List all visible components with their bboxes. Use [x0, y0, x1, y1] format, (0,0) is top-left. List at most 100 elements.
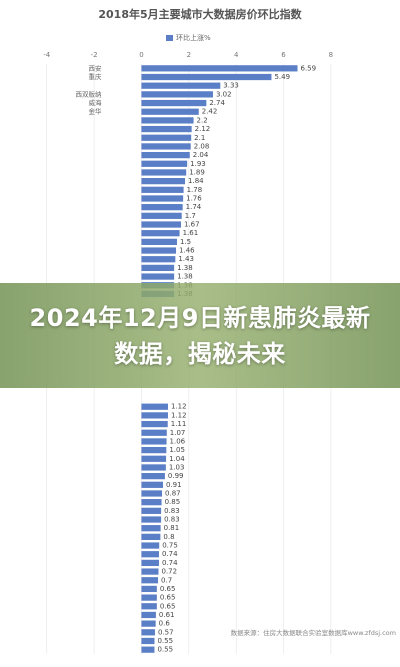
value-label: 1.89	[189, 168, 205, 176]
bar	[141, 559, 159, 567]
bar	[141, 481, 164, 488]
value-label: 0.83	[164, 516, 180, 524]
value-label: 1.06	[170, 437, 186, 445]
bar	[141, 464, 166, 471]
bar	[141, 446, 167, 454]
x-tick-label: 6	[281, 51, 286, 59]
bar	[141, 577, 159, 584]
bar	[141, 637, 155, 645]
headline[interactable]: 2024年12月9日新患肺炎最新数据，揭秘未来	[29, 303, 371, 368]
bar	[141, 108, 199, 115]
value-label: 0.91	[166, 481, 182, 489]
value-label: 1.11	[171, 420, 187, 428]
bar	[141, 91, 213, 98]
value-label: 1.04	[169, 455, 185, 463]
bar	[141, 412, 168, 419]
value-label: 1.43	[178, 255, 194, 263]
value-label: 0.7	[161, 576, 172, 584]
bar	[141, 143, 191, 150]
value-label: 6.59	[301, 64, 317, 72]
x-tick-label: -2	[91, 51, 98, 59]
legend-label: 环比上涨%	[176, 33, 211, 42]
bar	[141, 151, 190, 159]
value-label: 2.1	[194, 134, 205, 142]
bar	[141, 256, 176, 263]
y-tick-label: 西双版纳	[75, 89, 101, 98]
value-label: 1.84	[188, 177, 204, 185]
x-tick-label: 0	[139, 51, 143, 59]
bar	[141, 169, 187, 176]
bar	[141, 238, 177, 245]
bar	[141, 473, 165, 480]
value-label: 1.12	[171, 403, 187, 411]
value-label: 1.74	[186, 203, 202, 211]
value-label: 1.61	[183, 229, 199, 237]
bar	[141, 134, 192, 141]
bar	[141, 533, 161, 540]
bar	[141, 186, 184, 193]
bar	[141, 82, 221, 89]
value-label: 2.08	[194, 142, 210, 150]
bar	[141, 646, 155, 653]
bar	[141, 629, 155, 636]
value-label: 0.72	[162, 568, 178, 576]
source-note: 数据来源：住房大数据联合实验室数据库www.zfdsj.com	[231, 628, 396, 637]
value-label: 2.42	[202, 108, 218, 116]
value-label: 0.75	[162, 542, 178, 550]
value-label: 2.2	[197, 116, 208, 124]
y-tick-label: 重庆	[88, 72, 102, 81]
y-tick-label: 威海	[88, 98, 102, 107]
bar	[141, 195, 184, 202]
value-label: 1.46	[179, 247, 195, 255]
value-label: 1.07	[170, 429, 186, 437]
bar	[141, 178, 186, 185]
value-label: 0.8	[163, 533, 174, 541]
bar	[141, 247, 177, 254]
bar	[141, 542, 160, 549]
bar	[141, 438, 167, 445]
bar	[141, 221, 182, 228]
bar	[141, 611, 156, 619]
value-label: 5.49	[274, 73, 290, 81]
y-tick-label: 金华	[88, 107, 102, 116]
y-tick-label: 西安	[88, 63, 102, 72]
value-label: 2.12	[195, 125, 211, 133]
bar	[141, 516, 162, 523]
value-label: 0.65	[160, 594, 176, 602]
headline-banner[interactable]: 2024年12月9日新患肺炎最新数据，揭秘未来	[0, 283, 400, 388]
x-tick-label: 2	[187, 51, 191, 59]
value-label: 0.61	[159, 611, 175, 619]
x-tick-label: -4	[43, 51, 51, 59]
bar	[141, 273, 175, 280]
bar	[141, 551, 159, 558]
value-label: 0.83	[164, 507, 180, 515]
value-label: 1.38	[177, 273, 193, 281]
value-label: 0.55	[157, 646, 173, 654]
bar	[141, 620, 156, 627]
bar	[141, 230, 180, 237]
bar	[141, 490, 163, 497]
value-label: 0.87	[165, 489, 181, 497]
value-label: 1.67	[184, 221, 200, 229]
bar	[141, 65, 298, 72]
value-label: 3.02	[216, 90, 232, 98]
value-label: 0.85	[165, 498, 181, 506]
value-label: 2.74	[209, 99, 225, 107]
bar	[141, 585, 157, 593]
value-label: 1.03	[169, 463, 185, 471]
bar	[141, 568, 159, 575]
chart-title: 2018年5月主要城市大数据房价环比指数	[98, 7, 302, 21]
bar	[141, 594, 157, 601]
bar	[141, 455, 167, 462]
bar	[141, 160, 188, 167]
value-label: 1.05	[169, 446, 185, 454]
bar	[141, 429, 167, 436]
value-label: 2.04	[193, 151, 209, 159]
value-label: 1.93	[190, 160, 206, 168]
value-label: 0.55	[157, 637, 173, 645]
value-label: 1.5	[180, 238, 191, 246]
bar	[141, 204, 183, 211]
bar	[141, 73, 272, 81]
value-label: 0.74	[162, 550, 178, 558]
